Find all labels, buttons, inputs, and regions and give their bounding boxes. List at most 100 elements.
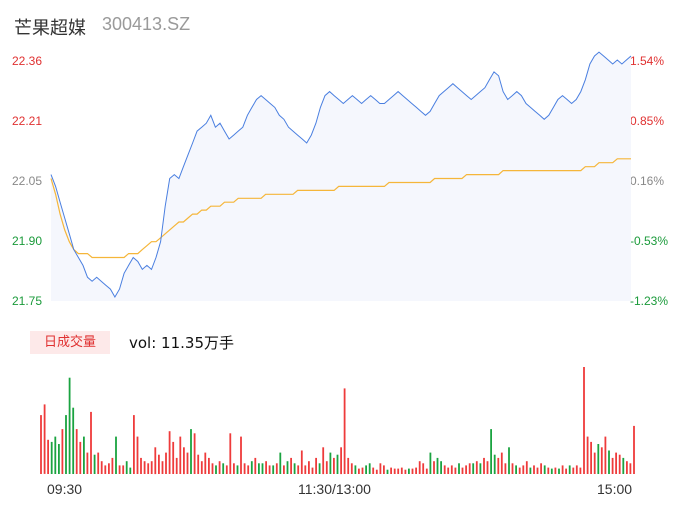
volume-bar	[561, 465, 564, 474]
volume-bar	[383, 465, 385, 474]
volume-bar	[204, 452, 207, 474]
volume-bar	[425, 468, 428, 474]
volume-bar	[454, 467, 457, 474]
volume-bar	[293, 463, 296, 474]
price-line	[50, 51, 632, 299]
volume-bar	[300, 450, 303, 474]
volume-bar	[225, 465, 228, 474]
x-tick: 11:30/13:00	[298, 481, 371, 497]
volume-bar	[447, 467, 450, 474]
volume-bar	[129, 467, 132, 474]
volume-bar	[147, 463, 150, 474]
volume-bar	[540, 463, 542, 474]
pct-tick: 0.16%	[630, 174, 665, 188]
volume-bar	[208, 457, 210, 474]
volume-bar	[443, 465, 446, 474]
volume-bar	[558, 468, 560, 474]
volume-bar	[400, 467, 403, 474]
volume-bar	[83, 436, 85, 474]
volume-bar	[236, 465, 239, 474]
pct-tick: -0.53%	[630, 234, 669, 248]
volume-bar	[304, 465, 307, 474]
volume-bar	[390, 467, 392, 474]
volume-bar	[565, 468, 567, 474]
volume-bar	[200, 461, 203, 474]
volume-bar	[536, 467, 539, 474]
volume-bar	[286, 461, 289, 474]
volume-bar	[579, 467, 582, 474]
volume-bar	[140, 457, 142, 474]
volume-bar	[43, 404, 46, 474]
volume-bar	[504, 463, 507, 474]
volume-bar	[165, 452, 167, 474]
volume-bar	[254, 457, 257, 474]
volume-bar	[211, 463, 214, 474]
volume-bar	[40, 415, 42, 474]
volume-bar	[72, 407, 75, 474]
volume-bar	[529, 467, 532, 474]
volume-bar	[472, 463, 475, 474]
volume-bar	[497, 457, 500, 474]
volume-bar	[158, 454, 160, 474]
volume-bar	[268, 465, 271, 474]
volume-bar	[593, 452, 596, 474]
volume-bar	[97, 452, 100, 474]
x-tick: 09:30	[47, 481, 83, 497]
volume-bar	[315, 457, 317, 474]
volume-bar	[322, 447, 325, 475]
avg-price-line	[50, 158, 631, 259]
volume-bar	[490, 429, 492, 474]
stock-code: 300413.SZ	[102, 14, 191, 34]
volume-bar	[79, 441, 82, 474]
volume-bar	[111, 457, 114, 474]
volume-bar	[54, 436, 57, 474]
volume-bar	[75, 429, 78, 474]
volume-bar	[368, 463, 371, 474]
volume-bar	[522, 465, 525, 474]
volume-bar	[465, 465, 467, 474]
volume-bar	[329, 452, 332, 474]
volume-bar	[122, 465, 125, 474]
volume-bar	[175, 457, 178, 474]
volume-bar	[68, 377, 71, 474]
volume-bar	[233, 463, 235, 474]
volume-bar	[615, 452, 617, 474]
volume-bar	[275, 463, 278, 474]
volume-bar	[258, 463, 260, 474]
pct-tick: 0.85%	[630, 114, 665, 128]
volume-bar	[415, 467, 417, 474]
volume-bar	[568, 465, 571, 474]
volume-bar	[240, 436, 242, 474]
volume-bar	[515, 465, 517, 474]
volume-bar	[161, 461, 164, 474]
volume-bar	[626, 461, 628, 474]
volume-bar	[411, 468, 414, 474]
volume-bar	[350, 463, 353, 474]
volume-bar	[340, 447, 342, 475]
volume-bar	[461, 467, 464, 474]
pct-tick: -1.23%	[630, 294, 669, 308]
volume-bar	[365, 465, 367, 474]
volume-bar	[408, 468, 410, 474]
volume-bar	[104, 465, 107, 474]
volume-bar	[468, 463, 471, 474]
volume-bar	[583, 367, 585, 474]
volume-bar	[215, 465, 217, 474]
price-tick: 22.05	[12, 174, 43, 188]
volume-bar	[458, 463, 460, 474]
volume-bar	[397, 468, 400, 474]
volume-bar	[108, 463, 110, 474]
volume-bar	[247, 465, 250, 474]
volume-bar	[90, 411, 92, 474]
volume-bar	[250, 461, 253, 474]
volume-bar	[404, 469, 407, 474]
volume-bar	[272, 465, 275, 474]
volume-bar	[172, 441, 175, 474]
volume-bar	[393, 468, 396, 474]
volume-bar	[118, 465, 121, 474]
volume-bar	[375, 469, 378, 474]
volume-bar	[518, 467, 521, 474]
volume-bar	[186, 452, 189, 474]
volume-bar	[283, 465, 285, 474]
